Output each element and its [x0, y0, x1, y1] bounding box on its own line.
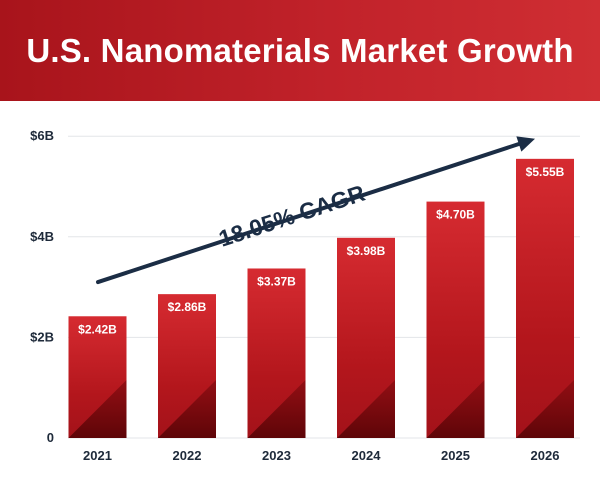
data-label: $4.70B — [436, 208, 475, 222]
data-label: $2.42B — [78, 322, 117, 336]
bar-shade — [337, 380, 395, 438]
data-label: $3.37B — [257, 274, 296, 288]
chart-title: U.S. Nanomaterials Market Growth — [26, 32, 574, 69]
bar-shade — [68, 380, 127, 438]
x-axis: 2021 2022 2023 2024 2025 2026 — [83, 448, 559, 463]
bar-group: $3.37B — [247, 268, 306, 438]
bar-group: $4.70B — [426, 201, 485, 438]
y-tick-label: $4B — [30, 229, 54, 244]
bar-group: $2.42B — [68, 316, 127, 438]
data-label: $2.86B — [168, 300, 207, 314]
bar-shade — [247, 380, 306, 438]
bar-group: $3.98B — [337, 237, 395, 438]
gridlines — [68, 135, 580, 439]
bar-shade — [158, 380, 216, 438]
bar-chart: 0 $2B $4B $6B $2.42B $2.86B $3.37B $3.98B $4.70… — [30, 128, 580, 463]
bars: $2.42B $2.86B $3.37B $3.98B $4.70B $5.55B — [68, 158, 574, 438]
y-tick-label: 0 — [47, 430, 54, 445]
bar-group: $2.86B — [158, 294, 216, 438]
x-tick-label: 2022 — [173, 448, 202, 463]
data-label: $5.55B — [526, 165, 565, 179]
data-label: $3.98B — [347, 244, 386, 258]
x-tick-label: 2025 — [441, 448, 470, 463]
cagr-arrow-shaft — [96, 142, 521, 285]
y-tick-label: $2B — [30, 329, 54, 344]
bar-shade — [426, 380, 485, 438]
bar-shade — [516, 380, 574, 438]
y-axis: 0 $2B $4B $6B — [30, 128, 54, 445]
y-tick-label: $6B — [30, 128, 54, 143]
x-tick-label: 2021 — [83, 448, 112, 463]
x-tick-label: 2023 — [262, 448, 291, 463]
x-tick-label: 2026 — [531, 448, 560, 463]
title-banner — [0, 0, 600, 101]
x-tick-label: 2024 — [352, 448, 382, 463]
bar-group: $5.55B — [516, 158, 574, 438]
cagr-arrow-head — [516, 136, 535, 152]
